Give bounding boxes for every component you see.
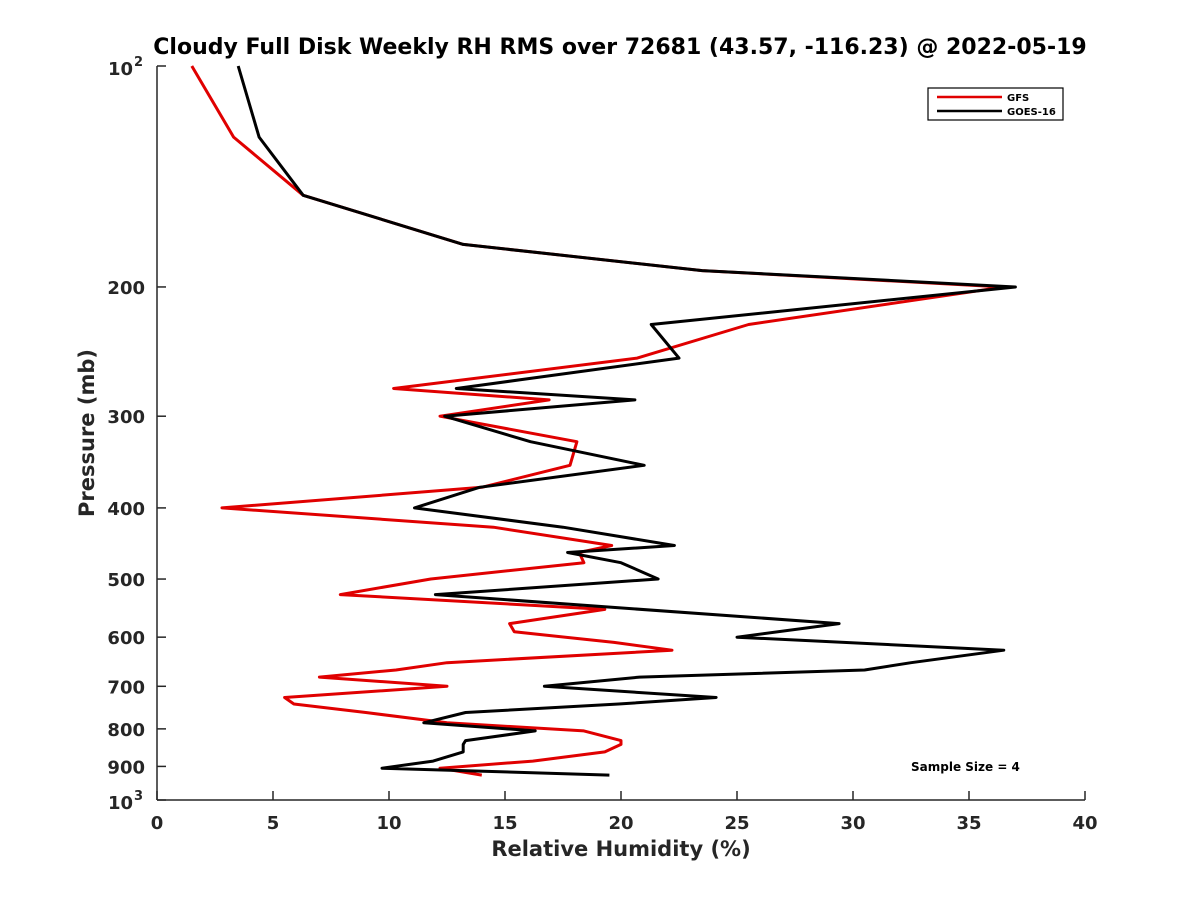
y-tick-exponent: 3 [134, 789, 143, 804]
y-tick-label: 300 [107, 407, 145, 428]
x-tick-label: 35 [956, 813, 981, 834]
x-tick-label: 40 [1072, 813, 1097, 834]
x-tick-label: 20 [608, 813, 633, 834]
y-tick-label: 800 [107, 720, 145, 741]
series-lines [190, 65, 1017, 777]
series-line-goes16 [236, 65, 1017, 777]
legend: GFS GOES-16 [927, 87, 1064, 121]
legend-box [927, 87, 1064, 121]
x-tick-label: 10 [376, 813, 401, 834]
y-tick-label: 500 [107, 570, 145, 591]
plot-area: 0 5 10 15 20 25 30 35 40 10 220030040050060070080… [107, 55, 1097, 834]
y-tick-label: 10 [108, 793, 133, 814]
x-tick-label: 30 [840, 813, 865, 834]
y-tick-label: 900 [107, 757, 145, 778]
y-tick-label: 600 [107, 628, 145, 649]
y-axis-title: Pressure (mb) [75, 349, 99, 517]
y-tick-label: 10 [108, 59, 133, 80]
x-tick-label: 5 [267, 813, 280, 834]
y-tick-label: 700 [107, 677, 145, 698]
y-tick-label: 200 [107, 278, 145, 299]
y-tick-exponent: 2 [134, 55, 143, 70]
legend-label-gfs: GFS [1007, 93, 1029, 104]
x-axis-title: Relative Humidity (%) [491, 837, 750, 861]
x-axis-ticks: 0 5 10 15 20 25 30 35 40 [151, 791, 1098, 834]
series-line-gfs [190, 65, 1006, 777]
x-tick-label: 25 [724, 813, 749, 834]
legend-label-goes16: GOES-16 [1007, 107, 1056, 118]
chart-title: Cloudy Full Disk Weekly RH RMS over 7268… [153, 35, 1086, 60]
y-tick-label: 400 [107, 499, 145, 520]
x-tick-label: 0 [151, 813, 164, 834]
x-tick-label: 15 [492, 813, 517, 834]
sample-size-annotation: Sample Size = 4 [911, 760, 1020, 774]
